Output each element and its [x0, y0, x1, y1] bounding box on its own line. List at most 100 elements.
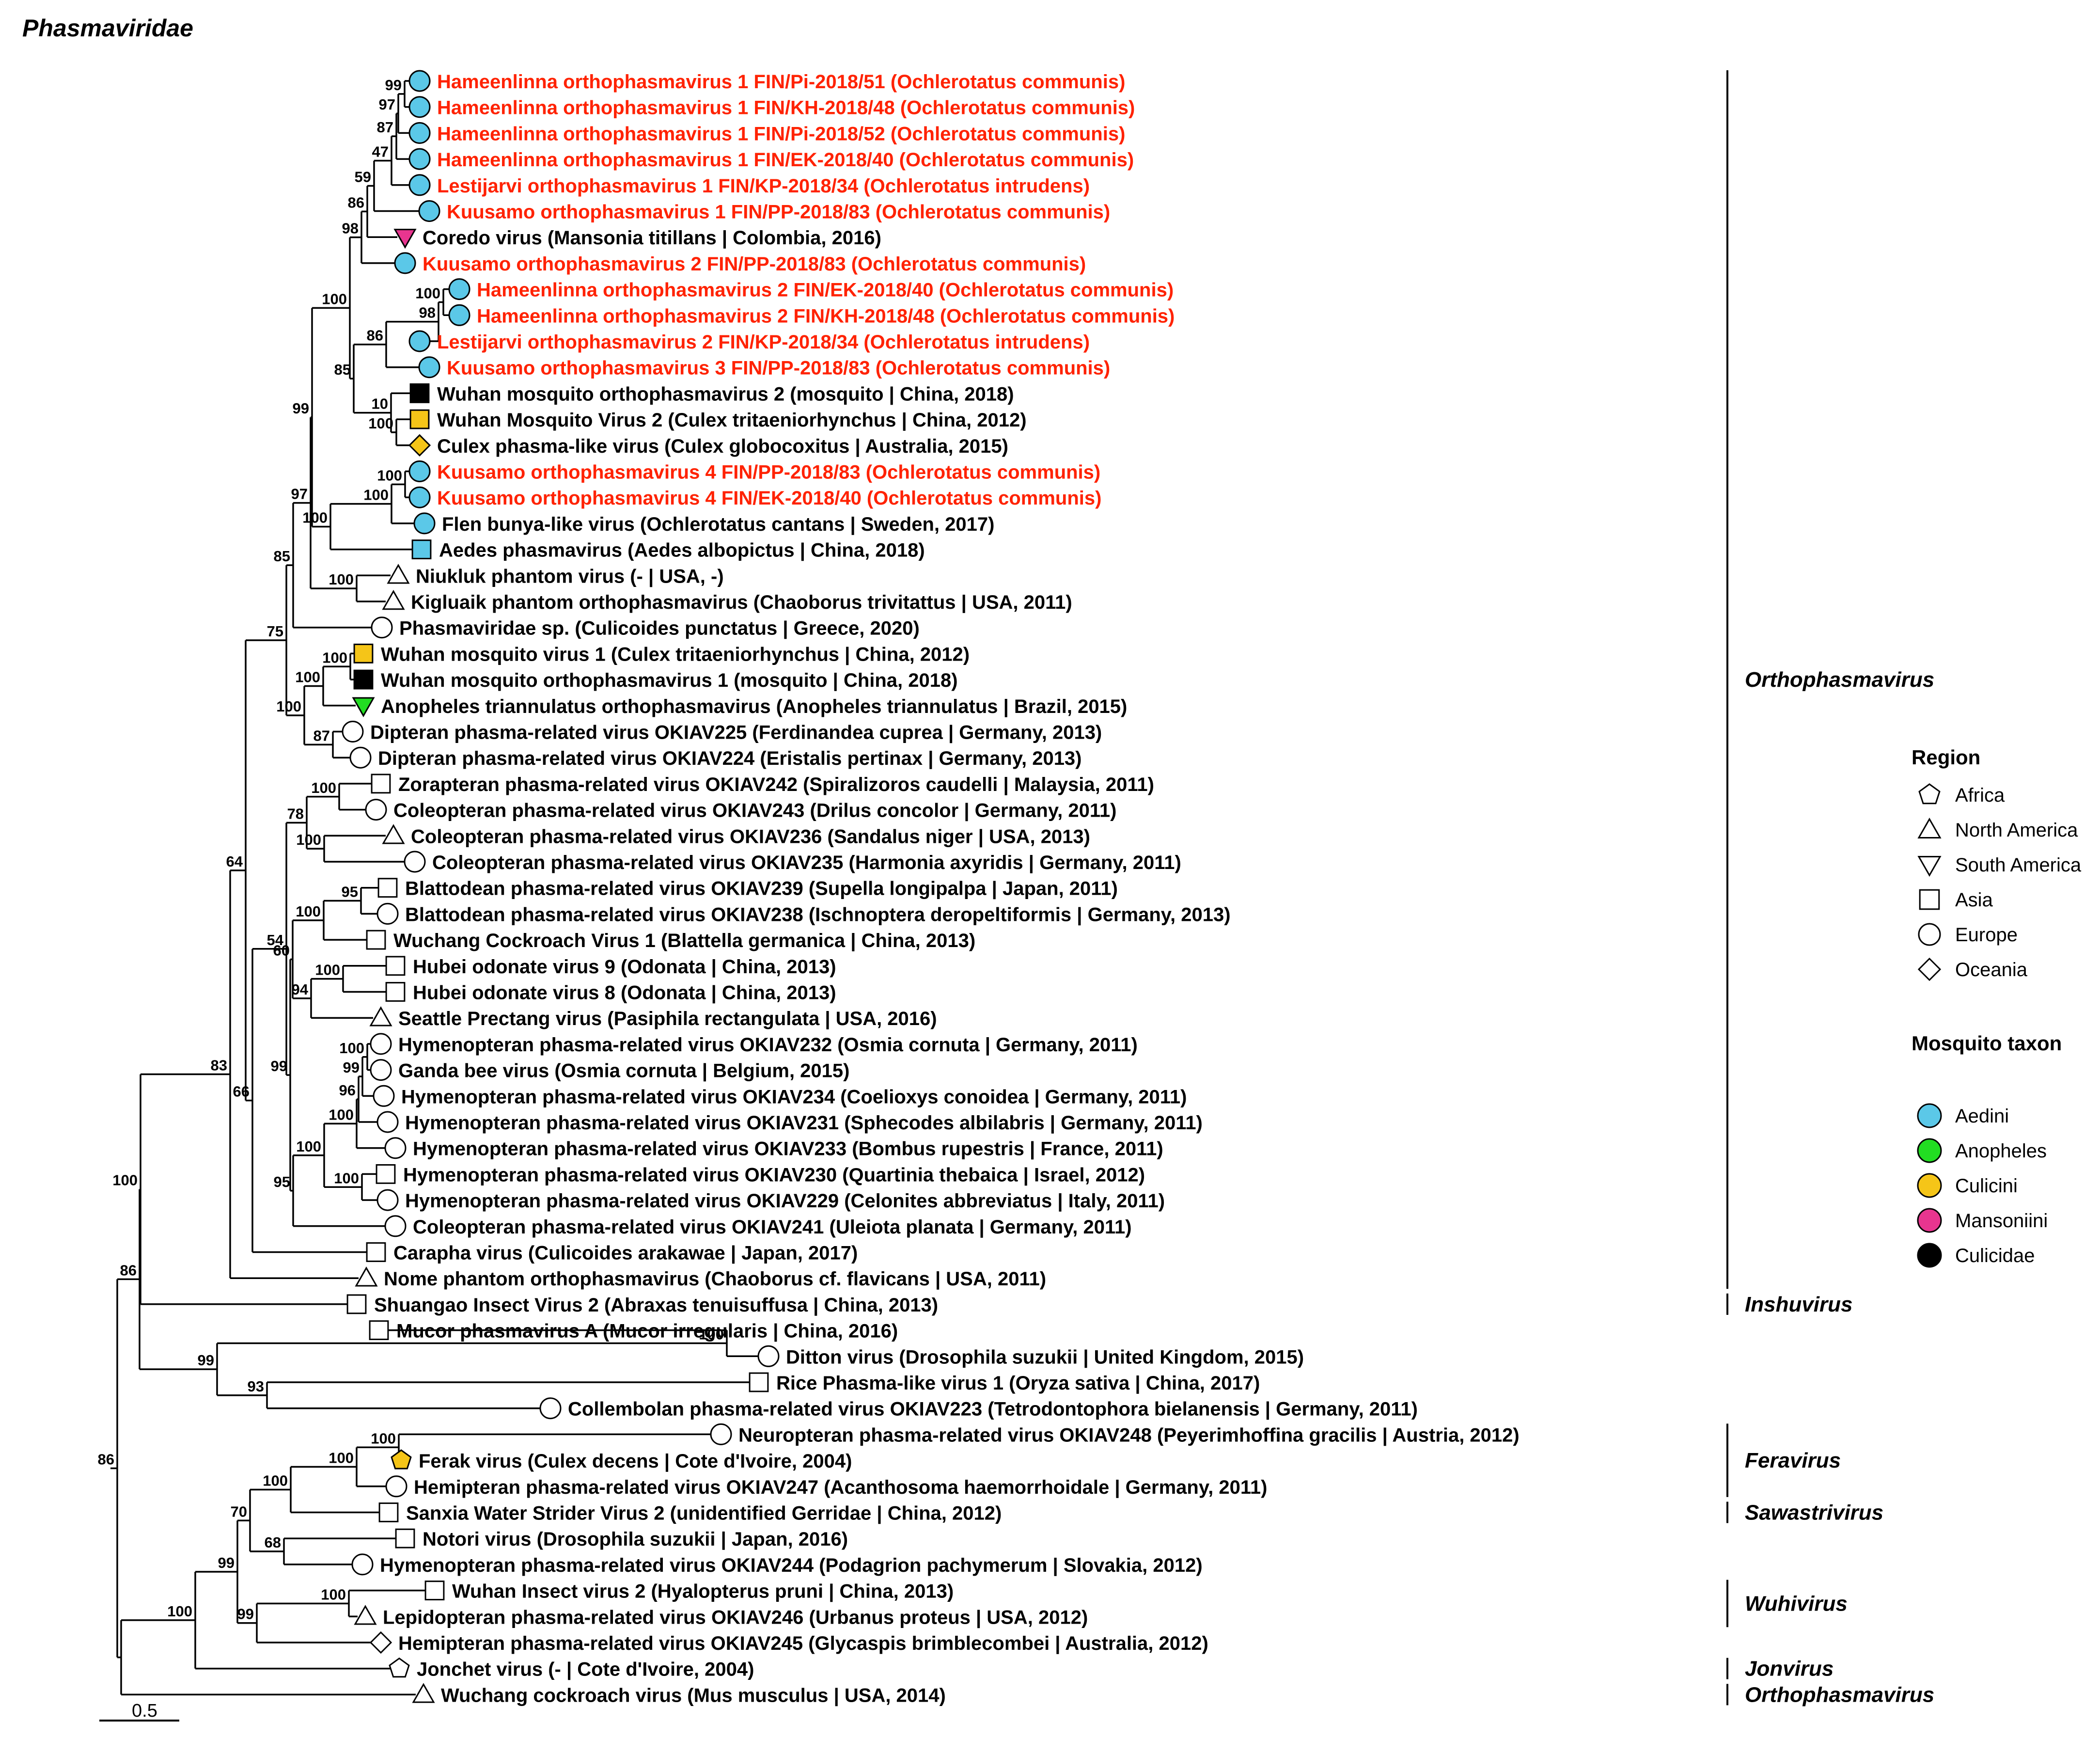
tip-label: Hameenlinna orthophasmavirus 1 FIN/EK-20…	[437, 149, 1134, 171]
support-value-wl: 100	[321, 1586, 346, 1603]
tip-mucor-phasmavirus-a-mucor-irregularis-china-2016: Mucor phasmavirus A (Mucor irregularis |…	[369, 1320, 898, 1342]
tip-hymenopteran-phasma-related-virus-okiav233-bombus-rupestris-: Hymenopteran phasma-related virus OKIAV2…	[384, 1137, 1163, 1160]
support-value-zb: 54	[267, 932, 284, 948]
tip-hubei-odonate-virus-9-odonata-china-2013: Hubei odonate virus 9 (Odonata | China, …	[385, 956, 836, 978]
tip-hemipteran-phasma-related-virus-okiav245-glycaspis-brimbleco: Hemipteran phasma-related virus OKIAV245…	[369, 1631, 1208, 1654]
tip-label: Dipteran phasma-related virus OKIAV224 (…	[378, 748, 1082, 769]
circle-marker-icon	[710, 1423, 732, 1445]
support-value-zbc: 66	[233, 1083, 250, 1100]
circle-marker-icon	[408, 70, 431, 92]
legend-taxon-label: Anopheles	[1955, 1140, 2047, 1162]
support-value-k1: 59	[355, 168, 371, 185]
legend-region-label: South America	[1955, 854, 2082, 876]
tip-label: Niukluk phantom virus (- | USA, -)	[416, 566, 724, 587]
circle-marker-icon	[418, 356, 440, 379]
tip-label: Hemipteran phasma-related virus OKIAV247…	[414, 1477, 1267, 1498]
legend-taxon-label: Aedini	[1955, 1106, 2009, 1127]
pentagon-marker-icon	[389, 1657, 410, 1678]
support-value-c3: 85	[334, 361, 351, 378]
circle-marker-icon	[539, 1397, 562, 1420]
square-marker-icon	[749, 1372, 769, 1392]
legend-taxon-culicidae: Culicidae	[1917, 1243, 2035, 1268]
support-value-c4: 100	[322, 290, 347, 307]
tip-label: Coleopteran phasma-related virus OKIAV23…	[411, 826, 1090, 847]
legend-taxon-label: Culicini	[1955, 1175, 2018, 1197]
tip-label: Wuhan mosquito orthophasmavirus 2 (mosqu…	[437, 383, 1014, 405]
legend-region-oceania: Oceania	[1917, 957, 2028, 981]
triangle-up-marker-icon	[382, 589, 405, 610]
support-value-rc: 93	[248, 1378, 264, 1395]
support-value-fn: 70	[231, 1503, 247, 1520]
tip-kuusamo-orthophasmavirus-4-fin-ek-2018-40-ochlerotatus-commu: Kuusamo orthophasmavirus 4 FIN/EK-2018/4…	[408, 486, 1101, 509]
tip-coredo-virus-mansonia-titillans-colombia-2016: Coredo virus (Mansonia titillans | Colom…	[393, 227, 881, 249]
circle-marker-icon	[408, 174, 431, 196]
support-value-nh: 68	[265, 1534, 281, 1551]
legend-taxon-label: Mansoniini	[1955, 1210, 2048, 1232]
genus-label: Inshuvirus	[1745, 1293, 1853, 1316]
tip-label: Hymenopteran phasma-related virus OKIAV2…	[405, 1190, 1165, 1212]
tip-label: Kuusamo orthophasmavirus 2 FIN/PP-2018/8…	[423, 253, 1086, 275]
triangle-up-marker-icon	[369, 1006, 392, 1027]
circle-marker-icon	[408, 96, 431, 118]
square-marker-icon	[409, 409, 430, 429]
support-value-c9: 75	[267, 623, 283, 640]
support-value-h2l: 98	[419, 304, 436, 321]
tip-wuhan-mosquito-virus-1-culex-tritaeniorhynchus-china-2012: Wuhan mosquito virus 1 (Culex tritaenior…	[353, 644, 970, 665]
circle-marker-icon	[408, 122, 431, 144]
tip-hymenopteran-phasma-related-virus-okiav244-podagrion-pachyme: Hymenopteran phasma-related virus OKIAV2…	[351, 1553, 1203, 1576]
tip-hymenopteran-phasma-related-virus-okiav230-quartinia-thebaic: Hymenopteran phasma-related virus OKIAV2…	[376, 1164, 1145, 1185]
tip-label: Hubei odonate virus 9 (Odonata | China, …	[413, 956, 836, 978]
circle-marker-icon	[408, 330, 431, 352]
pentagon-icon	[1918, 783, 1941, 805]
tip-hameenlinna-orthophasmavirus-1-fin-pi-2018-52-ochlerotatus-c: Hameenlinna orthophasmavirus 1 FIN/Pi-20…	[408, 122, 1125, 144]
tip-dipteran-phasma-related-virus-okiav225-ferdinandea-cuprea-ge: Dipteran phasma-related virus OKIAV225 (…	[342, 721, 1102, 743]
support-value-hl: 47	[372, 143, 389, 160]
legend-taxon-culicini: Culicini	[1917, 1173, 2018, 1198]
circle-swatch-icon	[1917, 1103, 1942, 1128]
square-marker-icon	[385, 982, 406, 1002]
circle-icon	[1918, 923, 1941, 946]
tip-label: Wuhan Insect virus 2 (Hyalopterus pruni …	[452, 1581, 954, 1602]
scale-bar: 0.5	[99, 1701, 179, 1722]
triangle-up-marker-icon	[382, 824, 405, 844]
tip-label: Blattodean phasma-related virus OKIAV238…	[405, 904, 1231, 925]
circle-marker-icon	[376, 902, 399, 925]
square-marker-icon	[411, 539, 432, 559]
support-value-o1: 64	[226, 853, 243, 870]
tip-wuchang-cockroach-virus-1-blattella-germanica-china-2013: Wuchang Cockroach Virus 1 (Blattella ger…	[366, 930, 975, 951]
triangle-down-icon	[1917, 856, 1942, 877]
support-value-c1: 98	[342, 220, 359, 237]
triangle-down-marker-icon	[393, 228, 417, 249]
genus-orthophasmavirus: Orthophasmavirus	[1726, 1683, 1934, 1706]
tip-label: Hameenlinna orthophasmavirus 1 FIN/Pi-20…	[437, 123, 1125, 144]
tip-label: Ganda bee virus (Osmia cornuta | Belgium…	[398, 1060, 849, 1082]
tip-label: Hymenopteran phasma-related virus OKIAV2…	[403, 1164, 1145, 1185]
square-icon	[1919, 889, 1940, 910]
support-value-g6: 100	[296, 1138, 321, 1155]
legend-region-europe: Europe	[1918, 923, 2018, 946]
tip-phasmaviridae-sp-culicoides-punctatus-greece-2020: Phasmaviridae sp. (Culicoides punctatus …	[371, 616, 920, 639]
genus-label: Orthophasmavirus	[1745, 668, 1934, 692]
tip-hameenlinna-orthophasmavirus-2-fin-kh-2018-48-ochlerotatus-c: Hameenlinna orthophasmavirus 2 FIN/KH-20…	[448, 304, 1175, 327]
tip-coleopteran-phasma-related-virus-okiav241-uleiota-planata-ge: Coleopteran phasma-related virus OKIAV24…	[384, 1215, 1132, 1238]
tip-label: Shuangao Insect Virus 2 (Abraxas tenuisu…	[374, 1295, 938, 1316]
support-value-g3: 99	[343, 1059, 360, 1076]
support-value-bb: 95	[342, 884, 358, 901]
support-value-hp: 97	[379, 96, 395, 113]
genus-orthophasmavirus: Orthophasmavirus	[1726, 70, 1934, 1289]
support-value-bbw: 100	[296, 903, 321, 920]
support-value-hos: 94	[292, 981, 309, 998]
support-value-g2: 100	[339, 1040, 364, 1057]
tip-wuhan-insect-virus-2-hyalopterus-pruni-china-2013: Wuhan Insect virus 2 (Hyalopterus pruni …	[424, 1580, 954, 1602]
support-value-zc: 100	[311, 779, 336, 796]
tip-label: Hymenopteran phasma-related virus OKIAV2…	[380, 1555, 1203, 1576]
circle-marker-icon	[365, 799, 387, 821]
tip-label: Rice Phasma-like virus 1 (Oryza sativa |…	[776, 1373, 1260, 1394]
support-value-he: 87	[377, 119, 393, 136]
support-value-k4f: 100	[363, 487, 389, 504]
genus-wuhivirus: Wuhivirus	[1726, 1580, 1848, 1627]
tip-label: Coleopteran phasma-related virus OKIAV24…	[413, 1217, 1132, 1238]
tip-label: Kuusamo orthophasmavirus 1 FIN/PP-2018/8…	[447, 202, 1110, 223]
tip-wuhan-mosquito-orthophasmavirus-2-mosquito-china-2018: Wuhan mosquito orthophasmavirus 2 (mosqu…	[409, 383, 1014, 405]
